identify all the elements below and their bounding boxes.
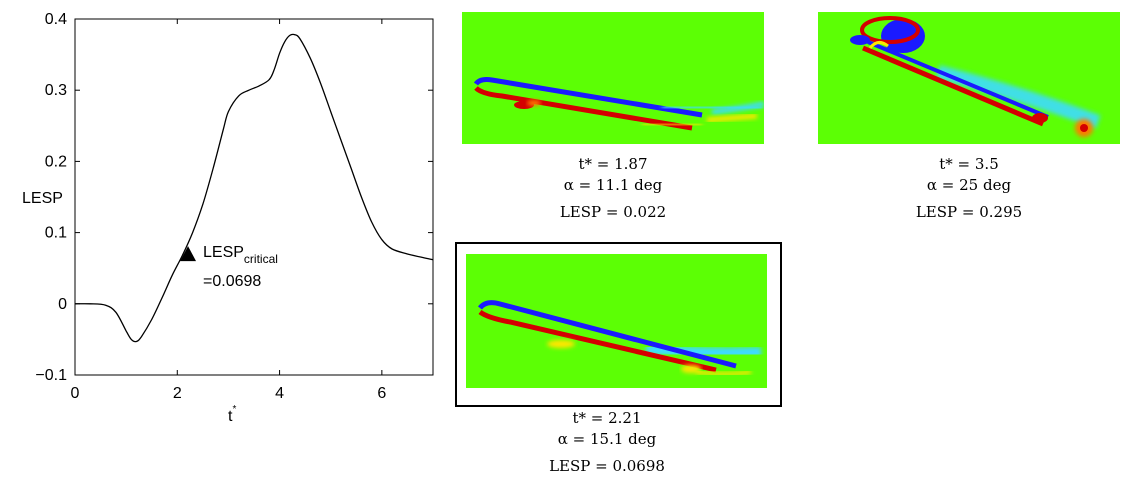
y-tick-label: 0.1	[45, 225, 67, 242]
caption-lesp-1: LESP = 0.022	[559, 203, 667, 221]
y-tick-label: −0.1	[35, 367, 67, 384]
annotation-subscript: critical	[244, 252, 278, 266]
caption-alpha-1: α = 11.1 deg	[563, 176, 663, 194]
x-tick-label: 6	[377, 385, 386, 402]
series-line	[74, 33, 434, 343]
caption-alpha-2: α = 25 deg	[926, 176, 1012, 194]
x-axis-label: t*	[228, 404, 236, 425]
caption-lesp-3: LESP = 0.0698	[549, 457, 665, 475]
plot-area	[74, 18, 434, 376]
highlight-frame	[455, 242, 782, 407]
caption-t-2: t* = 3.5	[939, 155, 999, 173]
y-axis-label: LESP	[22, 190, 63, 207]
annotation-value: =0.0698	[203, 273, 261, 290]
x-tick-label: 2	[173, 385, 182, 402]
x-axis-label-superscript: *	[232, 404, 236, 415]
caption-panel-1: t* = 1.87 α = 11.1 deg LESP = 0.022	[513, 154, 713, 223]
x-tick-label: 0	[71, 385, 80, 402]
caption-t-3: t* = 2.21	[572, 409, 642, 427]
vorticity-field-t350	[818, 12, 1120, 144]
caption-lesp-2: LESP = 0.295	[915, 203, 1023, 221]
caption-panel-3: t* = 2.21 α = 15.1 deg LESP = 0.0698	[507, 408, 707, 477]
caption-alpha-3: α = 15.1 deg	[557, 430, 657, 448]
y-tick-label: 0.4	[45, 11, 67, 28]
vorticity-field-t221	[466, 254, 767, 388]
y-tick-label: 0.2	[45, 153, 67, 170]
y-tick-label: 0.3	[45, 82, 67, 99]
vorticity-field-t187	[462, 12, 764, 144]
caption-t-1: t* = 1.87	[578, 155, 648, 173]
x-tick-label: 4	[275, 385, 284, 402]
y-tick-label: 0	[58, 296, 67, 313]
caption-panel-2: t* = 3.5 α = 25 deg LESP = 0.295	[869, 154, 1069, 223]
annotation-lesp-critical: LESPcritical	[203, 244, 278, 266]
critical-marker-triangle	[180, 246, 197, 262]
